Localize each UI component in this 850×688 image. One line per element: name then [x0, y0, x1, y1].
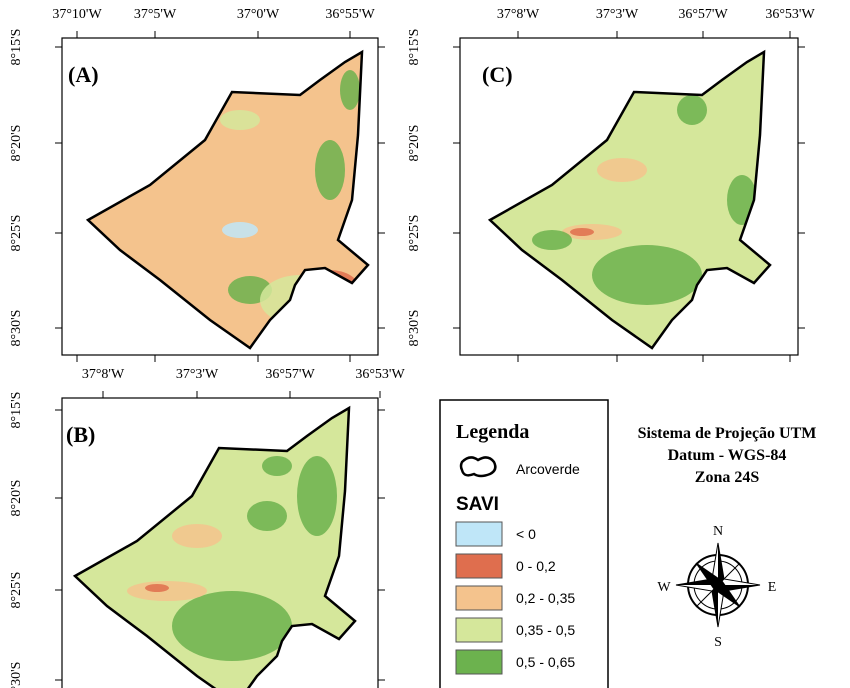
y-tick-label: 8°30'S: [407, 310, 422, 347]
legend-swatch: [455, 521, 503, 547]
legend-swatch: [455, 553, 503, 579]
savi-patch: [570, 228, 594, 236]
savi-patch: [340, 70, 360, 110]
x-tick-label: 36°57'W: [265, 367, 315, 382]
y-tick-label: 8°30'S: [9, 662, 24, 688]
compass-e: E: [768, 580, 777, 595]
legend-label: 0,2 - 0,35: [516, 590, 575, 606]
savi-patch: [532, 230, 572, 250]
projection-text: Sistema de Projeção UTM: [638, 425, 817, 442]
savi-patch: [262, 456, 292, 476]
y-tick-label: 8°30'S: [9, 310, 24, 347]
projection-text: Datum - WGS-84: [668, 447, 787, 464]
x-tick-label: 36°53'W: [765, 7, 815, 22]
savi-patch: [172, 591, 292, 661]
compass-n: N: [713, 524, 723, 539]
panel-label: (C): [482, 62, 513, 87]
map-frame: [459, 37, 799, 356]
legend-swatch: [455, 617, 503, 643]
map-frame: [61, 397, 379, 688]
savi-patch: [592, 245, 702, 305]
legend-label: 0 - 0,2: [516, 558, 556, 574]
x-tick-label: 36°57'W: [678, 7, 728, 22]
y-tick-label: 8°20'S: [407, 125, 422, 162]
savi-patch: [127, 581, 207, 601]
savi-patch: [222, 222, 258, 238]
legend-label: 0,35 - 0,5: [516, 622, 575, 638]
panel-label: (B): [66, 422, 95, 447]
savi-patch: [145, 584, 169, 592]
savi-patch: [247, 501, 287, 531]
legend-label: < 0: [516, 526, 536, 542]
map-frame: [61, 37, 379, 356]
x-tick-label: 36°55'W: [325, 7, 375, 22]
x-tick-label: 37°8'W: [497, 7, 540, 22]
x-tick-label: 37°0'W: [237, 7, 280, 22]
y-tick-label: 8°25'S: [9, 572, 24, 609]
panel-label: (A): [68, 62, 99, 87]
savi-patch: [300, 270, 360, 310]
compass-w: W: [657, 580, 671, 595]
savi-patch: [220, 110, 260, 130]
compass-s: S: [714, 635, 722, 650]
savi-patch: [315, 140, 345, 200]
index-title: SAVI: [456, 494, 499, 515]
y-tick-label: 8°25'S: [9, 215, 24, 252]
y-tick-label: 8°15'S: [9, 29, 24, 66]
y-tick-label: 8°25'S: [407, 215, 422, 252]
savi-patch: [727, 175, 757, 225]
map-panel: [86, 50, 370, 350]
compass-rose: [675, 542, 761, 628]
savi-patch: [172, 524, 222, 548]
boundary-label: Arcoverde: [516, 461, 580, 477]
x-tick-label: 36°53'W: [355, 367, 405, 382]
map-panel: [488, 50, 772, 350]
legend-swatch: [455, 585, 503, 611]
x-tick-label: 37°3'W: [596, 7, 639, 22]
legend-swatch: [455, 649, 503, 675]
x-tick-label: 37°8'W: [82, 367, 125, 382]
y-tick-label: 8°20'S: [9, 125, 24, 162]
y-tick-label: 8°15'S: [9, 392, 24, 429]
x-tick-label: 37°10'W: [52, 7, 102, 22]
y-tick-label: 8°15'S: [407, 29, 422, 66]
map-panel: [73, 406, 357, 688]
savi-raster: [75, 408, 355, 688]
x-tick-label: 37°3'W: [176, 367, 219, 382]
y-tick-label: 8°20'S: [9, 480, 24, 517]
savi-patch: [297, 456, 337, 536]
legend-title: Legenda: [456, 421, 529, 443]
projection-text: Zona 24S: [695, 469, 760, 486]
legend-label: 0,5 - 0,65: [516, 654, 575, 670]
x-tick-label: 37°5'W: [134, 7, 177, 22]
boundary-symbol: [459, 456, 497, 478]
savi-patch: [597, 158, 647, 182]
savi-patch: [677, 95, 707, 125]
